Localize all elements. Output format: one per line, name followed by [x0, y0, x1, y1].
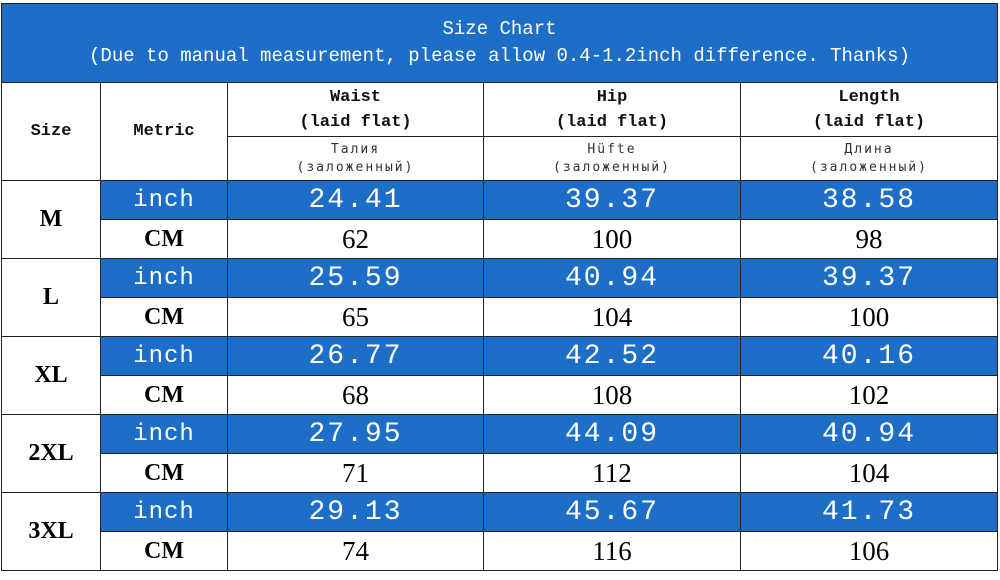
column-label: Hip [596, 87, 628, 107]
translation-cell: Hüfte (заложенный) [483, 136, 741, 181]
header-cell: Size [1, 82, 101, 181]
value-cell: 41.73 [740, 492, 998, 532]
value-cell: 42.52 [483, 336, 741, 376]
cm-row: CM 65 104 100 [2, 297, 998, 337]
value-cell: 39.37 [740, 258, 998, 298]
subtitle: (Due to manual measurement, please allow… [89, 45, 910, 67]
value-cell: 74 [227, 531, 484, 571]
unit-cell: inch [100, 414, 228, 454]
value-cell: 40.16 [740, 336, 998, 376]
value-cell: 44.09 [483, 414, 741, 454]
title: Size Chart [442, 18, 557, 40]
value-cell: 112 [483, 453, 741, 493]
translation-cell: Длина (заложенный) [740, 136, 998, 181]
value-cell: 68 [227, 375, 484, 415]
unit-cell: CM [100, 219, 228, 259]
unit-cell: inch [100, 180, 228, 220]
value-cell: 38.58 [740, 180, 998, 220]
translation-note: (заложенный) [810, 159, 928, 175]
size-cell: 3XL [1, 492, 101, 571]
value-cell: 98 [740, 219, 998, 259]
value-cell: 40.94 [483, 258, 741, 298]
unit-cell: inch [100, 492, 228, 532]
column-note: (laid flat) [555, 112, 669, 132]
header-cell: Hip (laid flat) [483, 82, 741, 137]
cm-row: CM 71 112 104 [2, 453, 998, 493]
size-cell: 2XL [1, 414, 101, 493]
translation-note: (заложенный) [553, 159, 671, 175]
translation-cell: Талия (заложенный) [227, 136, 484, 181]
value-cell: 71 [227, 453, 484, 493]
size-cell: XL [1, 336, 101, 415]
column-note: (laid flat) [812, 112, 926, 132]
unit-cell: CM [100, 375, 228, 415]
value-cell: 102 [740, 375, 998, 415]
column-label: Size [30, 122, 72, 141]
cm-row: CM 62 100 98 [2, 219, 998, 259]
value-cell: 29.13 [227, 492, 484, 532]
value-cell: 40.94 [740, 414, 998, 454]
value-cell: 39.37 [483, 180, 741, 220]
value-cell: 27.95 [227, 414, 484, 454]
table: Size Chart (Due to manual measurement, pl… [1, 3, 998, 571]
value-cell: 100 [483, 219, 741, 259]
size-chart: Size Chart (Due to manual measurement, pl… [1, 3, 998, 571]
inch-row: 3XL inch 29.13 45.67 41.73 [1, 492, 998, 571]
value-cell: 62 [227, 219, 484, 259]
column-label: Metric [133, 122, 195, 141]
cm-row: CM 68 108 102 [2, 375, 998, 415]
value-cell: 25.59 [227, 258, 484, 298]
column-note: (laid flat) [299, 112, 412, 132]
value-cell: 104 [740, 453, 998, 493]
unit-cell: inch [100, 258, 228, 298]
value-cell: 104 [483, 297, 741, 337]
translation: Талия [330, 141, 381, 157]
translation-row: Талия (заложенный) Hüfte (заложенный) Длина (… [2, 136, 998, 181]
header-row: Size Metric Waist (laid flat) Hip (laid flat)… [1, 82, 998, 181]
inch-row: XL inch 26.77 42.52 40.16 [1, 336, 998, 415]
unit-cell: CM [100, 297, 228, 337]
value-cell: 116 [483, 531, 741, 571]
title-cell: Size Chart (Due to manual measurement, pl… [1, 3, 998, 83]
cm-row: CM 74 116 106 [2, 531, 998, 571]
title-row: Size Chart (Due to manual measurement, pl… [1, 3, 998, 83]
value-cell: 100 [740, 297, 998, 337]
column-label: Waist [329, 87, 381, 107]
inch-row: 2XL inch 27.95 44.09 40.94 [1, 414, 998, 493]
translation: Длина [844, 141, 894, 157]
value-cell: 65 [227, 297, 484, 337]
header-cell: Length (laid flat) [740, 82, 998, 137]
translation: Hüfte [587, 141, 637, 157]
unit-cell: CM [100, 531, 228, 571]
translation-note: (заложенный) [296, 159, 415, 175]
size-cell: L [1, 258, 101, 337]
header-cell: Waist (laid flat) [227, 82, 484, 137]
value-cell: 108 [483, 375, 741, 415]
size-cell: M [1, 180, 101, 259]
value-cell: 26.77 [227, 336, 484, 376]
header-cell: Metric [100, 82, 228, 181]
unit-cell: CM [100, 453, 228, 493]
value-cell: 106 [740, 531, 998, 571]
value-cell: 24.41 [227, 180, 484, 220]
column-label: Length [838, 87, 900, 107]
unit-cell: inch [100, 336, 228, 376]
value-cell: 45.67 [483, 492, 741, 532]
